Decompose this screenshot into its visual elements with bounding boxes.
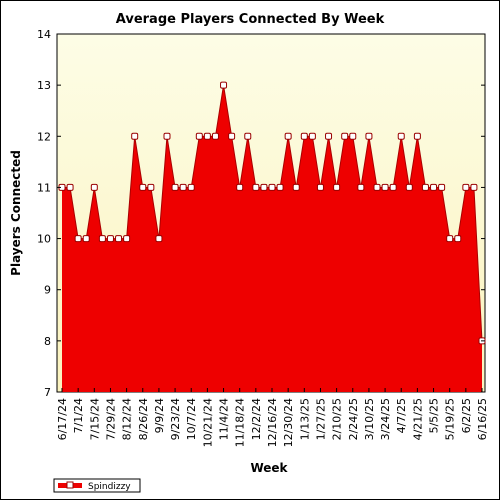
- data-point: [163, 132, 171, 140]
- data-point: [349, 132, 357, 140]
- data-point: [276, 183, 284, 191]
- x-tick-label: 2/24/25: [347, 398, 360, 440]
- data-point: [236, 183, 244, 191]
- data-point: [147, 183, 155, 191]
- data-point: [341, 132, 349, 140]
- legend-box: [53, 478, 141, 493]
- data-point: [179, 183, 187, 191]
- x-tick-label: 7/29/24: [104, 398, 117, 440]
- data-point: [123, 235, 131, 243]
- data-point: [187, 183, 195, 191]
- data-point: [66, 183, 74, 191]
- data-point: [421, 183, 429, 191]
- data-point: [446, 235, 454, 243]
- data-point: [220, 81, 228, 89]
- y-axis-label: Players Connected: [9, 150, 23, 276]
- data-point: [171, 183, 179, 191]
- data-point: [381, 183, 389, 191]
- data-point: [106, 235, 114, 243]
- legend-marker: [66, 481, 74, 489]
- x-tick-label: 5/19/25: [444, 398, 457, 440]
- data-point: [365, 132, 373, 140]
- y-tick-label: 8: [44, 335, 51, 348]
- x-tick-label: 7/15/24: [88, 398, 101, 440]
- y-tick-label: 14: [37, 28, 51, 41]
- x-tick-label: 3/24/25: [379, 398, 392, 440]
- data-point: [228, 132, 236, 140]
- data-point: [131, 132, 139, 140]
- data-point: [90, 183, 98, 191]
- data-point: [252, 183, 260, 191]
- data-point: [325, 132, 333, 140]
- x-tick-label: 12/2/24: [250, 398, 263, 440]
- data-point: [244, 132, 252, 140]
- data-point: [389, 183, 397, 191]
- y-tick-label: 13: [37, 79, 51, 92]
- x-tick-label: 9/23/24: [169, 398, 182, 440]
- series-area-spindizzy: [62, 85, 482, 393]
- x-tick-label: 10/21/24: [201, 398, 214, 447]
- x-tick-label: 1/13/25: [298, 398, 311, 440]
- y-tick-label: 7: [44, 386, 51, 399]
- legend-label: Spindizzy: [88, 482, 131, 492]
- data-point: [438, 183, 446, 191]
- data-point: [292, 183, 300, 191]
- data-point: [462, 183, 470, 191]
- data-point: [357, 183, 365, 191]
- chart-title: Average Players Connected By Week: [116, 12, 385, 27]
- y-tick-label: 12: [37, 130, 51, 143]
- data-point: [300, 132, 308, 140]
- data-point: [405, 183, 413, 191]
- data-point: [470, 183, 478, 191]
- x-tick-label: 11/4/24: [218, 398, 231, 440]
- data-point: [454, 235, 462, 243]
- data-point: [284, 132, 292, 140]
- data-point: [260, 183, 268, 191]
- data-point: [333, 183, 341, 191]
- data-point: [268, 183, 276, 191]
- data-point: [98, 235, 106, 243]
- x-tick-label: 12/30/24: [282, 398, 295, 447]
- x-tick-label: 10/7/24: [185, 398, 198, 440]
- x-tick-label: 8/12/24: [121, 398, 134, 440]
- x-tick-label: 9/9/24: [153, 398, 166, 433]
- data-point: [195, 132, 203, 140]
- x-tick-label: 7/1/24: [72, 398, 85, 433]
- data-point: [139, 183, 147, 191]
- x-tick-label: 6/2/25: [460, 398, 473, 433]
- y-tick-label: 10: [37, 233, 51, 246]
- x-tick-label: 4/7/25: [395, 398, 408, 433]
- x-tick-label: 3/10/25: [363, 398, 376, 440]
- x-tick-label: 11/18/24: [234, 398, 247, 447]
- x-axis-label: Week: [250, 461, 288, 475]
- data-point: [430, 183, 438, 191]
- x-tick-label: 4/21/25: [411, 398, 424, 440]
- y-tick-label: 11: [37, 181, 51, 194]
- data-point: [203, 132, 211, 140]
- data-point: [115, 235, 123, 243]
- x-tick-label: 6/16/25: [476, 398, 489, 440]
- data-point: [397, 132, 405, 140]
- data-point: [82, 235, 90, 243]
- x-tick-label: 8/26/24: [137, 398, 150, 440]
- data-point: [211, 132, 219, 140]
- legend: Spindizzy: [53, 478, 141, 493]
- x-tick-label: 5/5/25: [428, 398, 441, 433]
- x-tick-label: 6/17/24: [56, 398, 69, 440]
- x-tick-label: 12/16/24: [266, 398, 279, 447]
- data-point: [373, 183, 381, 191]
- data-point: [155, 235, 163, 243]
- data-point: [316, 183, 324, 191]
- data-point: [413, 132, 421, 140]
- data-point: [308, 132, 316, 140]
- y-tick-label: 9: [44, 284, 51, 297]
- data-point: [74, 235, 82, 243]
- x-tick-label: 2/10/25: [331, 398, 344, 440]
- x-tick-label: 1/27/25: [314, 398, 327, 440]
